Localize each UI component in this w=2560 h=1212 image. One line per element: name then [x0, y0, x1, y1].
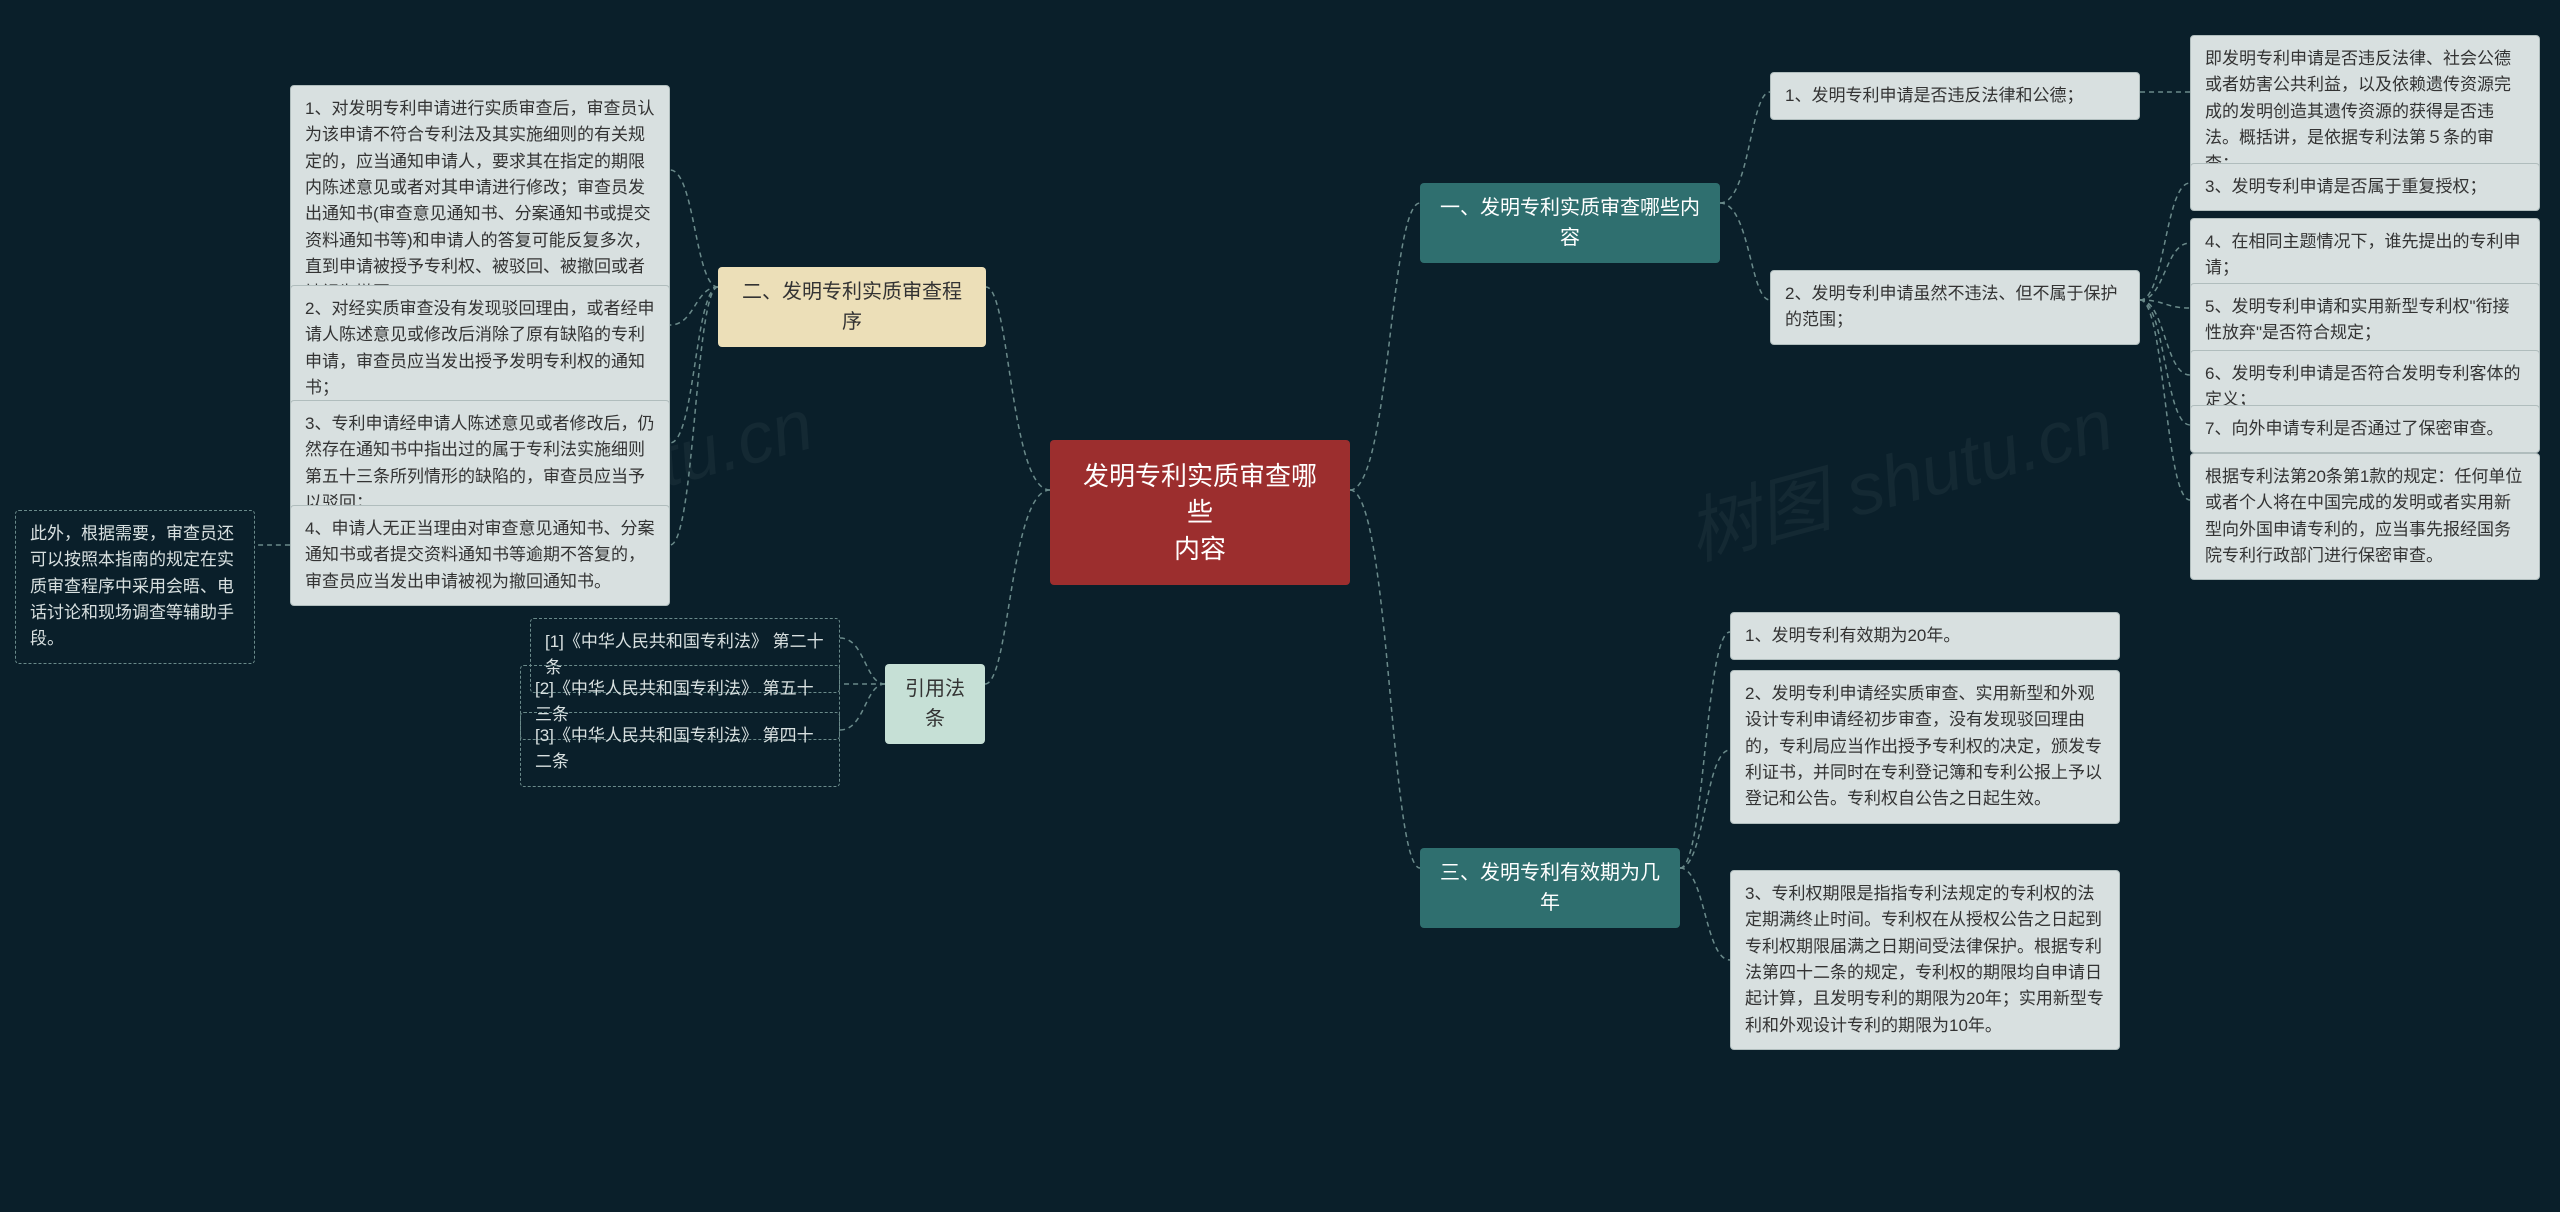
branch-b3: 三、发明专利有效期为几年: [1420, 848, 1680, 928]
leaf-text: 根据专利法第20条第1款的规定：任何单位或者个人将在中国完成的发明或者实用新型向…: [2205, 467, 2522, 565]
leaf-text: 4、申请人无正当理由对审查意见通知书、分案通知书或者提交资料通知书等逾期不答复的…: [305, 519, 654, 591]
leaf-text: 3、专利权期限是指指专利法规定的专利权的法定期满终止时间。专利权在从授权公告之日…: [1745, 884, 2104, 1035]
leaf-b1c2f: 根据专利法第20条第1款的规定：任何单位或者个人将在中国完成的发明或者实用新型向…: [2190, 453, 2540, 580]
leaf-text: 5、发明专利申请和实用新型专利权"衔接性放弃"是否符合规定；: [2205, 297, 2510, 342]
branch-label: 引用法条: [905, 678, 965, 730]
leaf-b4c3: [3]《中华人民共和国专利法》 第四十二条: [520, 712, 840, 787]
leaf-b1c1: 1、发明专利申请是否违反法律和公德；: [1770, 72, 2140, 120]
branch-label: 三、发明专利有效期为几年: [1440, 862, 1660, 914]
leaf-text: 1、对发明专利申请进行实质审查后，审查员认为该申请不符合专利法及其实施细则的有关…: [305, 99, 654, 302]
leaf-b1c2a: 3、发明专利申请是否属于重复授权；: [2190, 163, 2540, 211]
leaf-b2c2: 2、对经实质审查没有发现驳回理由，或者经申请人陈述意见或修改后消除了原有缺陷的专…: [290, 285, 670, 412]
leaf-b1c2c: 5、发明专利申请和实用新型专利权"衔接性放弃"是否符合规定；: [2190, 283, 2540, 358]
leaf-text: 4、在相同主题情况下，谁先提出的专利申请；: [2205, 232, 2520, 277]
branch-label: 二、发明专利实质审查程序: [742, 281, 962, 333]
root-label: 发明专利实质审查哪些内容: [1083, 461, 1317, 564]
branch-label: 一、发明专利实质审查哪些内容: [1440, 197, 1700, 249]
leaf-b1c2b: 4、在相同主题情况下，谁先提出的专利申请；: [2190, 218, 2540, 293]
leaf-text: 3、专利申请经申请人陈述意见或者修改后，仍然存在通知书中指出过的属于专利法实施细…: [305, 414, 654, 512]
watermark: 树图 shutu.cn: [1674, 365, 2123, 579]
leaf-text: 1、发明专利申请是否违反法律和公德；: [1785, 86, 2083, 105]
leaf-text: 即发明专利申请是否违反法律、社会公德或者妨害公共利益，以及依赖遗传资源完成的发明…: [2205, 49, 2511, 173]
branch-b4: 引用法条: [885, 664, 985, 744]
leaf-text: 1、发明专利有效期为20年。: [1745, 626, 1960, 645]
leaf-text: 2、发明专利申请虽然不违法、但不属于保护的范围；: [1785, 284, 2117, 329]
leaf-text: 7、向外申请专利是否通过了保密审查。: [2205, 419, 2503, 438]
leaf-text: 2、对经实质审查没有发现驳回理由，或者经申请人陈述意见或修改后消除了原有缺陷的专…: [305, 299, 654, 397]
branch-b1: 一、发明专利实质审查哪些内容: [1420, 183, 1720, 263]
leaf-b3c3: 3、专利权期限是指指专利法规定的专利权的法定期满终止时间。专利权在从授权公告之日…: [1730, 870, 2120, 1050]
leaf-b2c4a: 此外，根据需要，审查员还可以按照本指南的规定在实质审查程序中采用会晤、电话讨论和…: [15, 510, 255, 664]
leaf-b2c4: 4、申请人无正当理由对审查意见通知书、分案通知书或者提交资料通知书等逾期不答复的…: [290, 505, 670, 606]
leaf-b3c2: 2、发明专利申请经实质审查、实用新型和外观设计专利申请经初步审查，没有发现驳回理…: [1730, 670, 2120, 824]
leaf-text: 2、发明专利申请经实质审查、实用新型和外观设计专利申请经初步审查，没有发现驳回理…: [1745, 684, 2102, 808]
leaf-b1c2e: 7、向外申请专利是否通过了保密审查。: [2190, 405, 2540, 453]
leaf-b3c1: 1、发明专利有效期为20年。: [1730, 612, 2120, 660]
leaf-text: 6、发明专利申请是否符合发明专利客体的定义；: [2205, 364, 2520, 409]
leaf-text: [3]《中华人民共和国专利法》 第四十二条: [535, 726, 814, 771]
leaf-text: 3、发明专利申请是否属于重复授权；: [2205, 177, 2486, 196]
leaf-text: 此外，根据需要，审查员还可以按照本指南的规定在实质审查程序中采用会晤、电话讨论和…: [30, 524, 234, 648]
root-node: 发明专利实质审查哪些内容: [1050, 440, 1350, 585]
leaf-b1c2: 2、发明专利申请虽然不违法、但不属于保护的范围；: [1770, 270, 2140, 345]
leaf-b2c1: 1、对发明专利申请进行实质审查后，审查员认为该申请不符合专利法及其实施细则的有关…: [290, 85, 670, 318]
branch-b2: 二、发明专利实质审查程序: [718, 267, 986, 347]
